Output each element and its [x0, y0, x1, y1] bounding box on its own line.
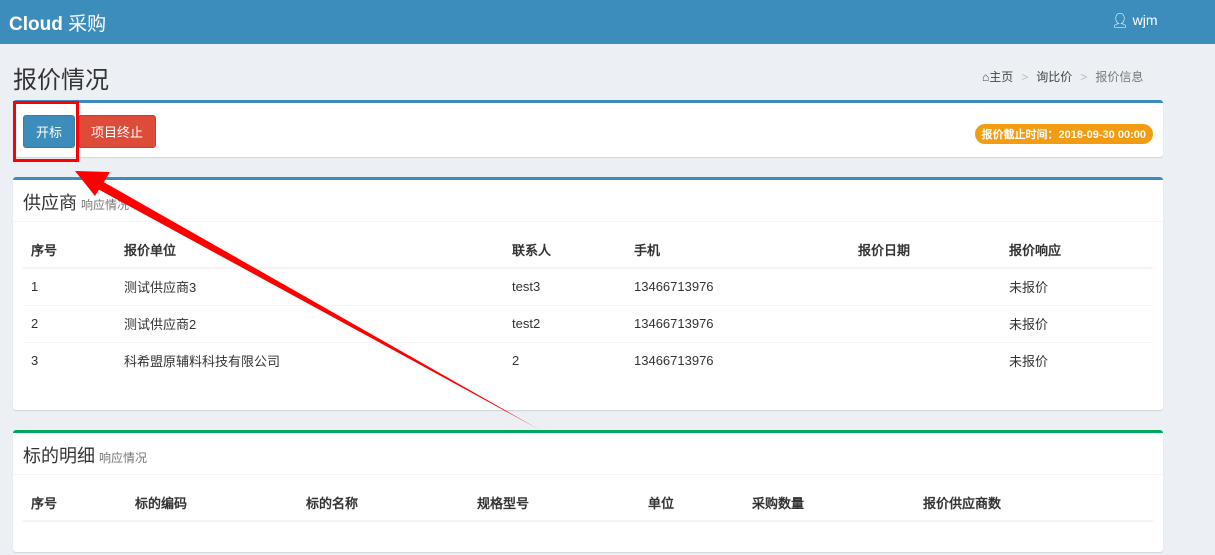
terminate-project-button[interactable]: 项目终止: [78, 115, 157, 148]
col-header: 报价单位: [116, 232, 504, 269]
breadcrumb-rfq[interactable]: 询比价: [1036, 70, 1073, 84]
open-bid-button[interactable]: 开标: [23, 115, 76, 148]
table-cell: [850, 304, 1001, 342]
col-header: 标的名称: [298, 485, 469, 522]
col-header: 标的编码: [127, 485, 298, 522]
breadcrumb-home[interactable]: 主页: [989, 70, 1014, 84]
table-cell: [850, 267, 1001, 305]
table-row: 3 科希盟原辅料科技有限公司 2 13466713976 未报价: [23, 341, 1153, 379]
table-cell: 1: [23, 267, 116, 305]
user-name: wjm: [1132, 12, 1158, 28]
brand-cn: 采购: [68, 14, 107, 35]
table-cell: test2: [504, 304, 626, 342]
table-cell: 未报价: [1001, 267, 1153, 305]
supplier-title: 供应商: [23, 193, 77, 213]
deadline-badge: 报价截止时间：2018-09-30 00:00: [974, 124, 1153, 144]
table-cell: 科希盟原辅料科技有限公司: [116, 341, 504, 379]
col-header: 报价供应商数: [915, 485, 1153, 522]
col-header: 序号: [23, 485, 127, 522]
col-header: 手机: [626, 232, 850, 269]
page-title: 报价情况: [13, 67, 109, 94]
table-cell: 13466713976: [626, 304, 850, 342]
table-cell: 13466713976: [626, 267, 850, 305]
col-header: 规格型号: [469, 485, 640, 522]
annotation-highlight-box: [13, 101, 79, 162]
breadcrumb-current: 报价信息: [1095, 70, 1144, 84]
table-cell: 未报价: [1001, 341, 1153, 379]
items-box: 标的明细 响应情况 序号 标的编码 标的名称 规格型号 单位 采购数量 报价供应商…: [13, 430, 1163, 552]
brand-text: Cloud: [9, 14, 63, 35]
table-cell: 2: [23, 304, 116, 342]
table-cell: 测试供应商3: [116, 267, 504, 305]
user-icon: 👤︎: [1111, 12, 1129, 28]
col-header: 序号: [23, 232, 116, 269]
col-header: 报价日期: [850, 232, 1001, 269]
supplier-subtitle: 响应情况: [81, 198, 130, 212]
action-box: 开标 项目终止 报价截止时间：2018-09-30 00:00: [13, 100, 1163, 157]
items-subtitle: 响应情况: [99, 451, 148, 465]
user-menu[interactable]: 👤︎ wjm: [1111, 12, 1158, 29]
table-cell: 13466713976: [626, 341, 850, 379]
col-header: 采购数量: [744, 485, 915, 522]
col-header: 报价响应: [1001, 232, 1153, 269]
brand-logo[interactable]: Cloud 采购: [9, 9, 106, 36]
supplier-table: 序号 报价单位 联系人 手机 报价日期 报价响应 1 测试供应商3 test3 134…: [23, 232, 1153, 379]
col-header: 联系人: [504, 232, 626, 269]
supplier-box: 供应商 响应情况 序号 报价单位 联系人 手机 报价日期 报价响应 1 测试供应商3…: [13, 177, 1163, 410]
breadcrumb: ⌂主页 > 询比价 > 报价信息: [982, 70, 1144, 84]
top-navbar: Cloud 采购 👤︎ wjm: [0, 0, 1215, 44]
table-cell: [850, 341, 1001, 379]
arrow-shaft: [96, 180, 540, 430]
table-cell: 3: [23, 341, 116, 379]
table-cell: 未报价: [1001, 304, 1153, 342]
table-cell: test3: [504, 267, 626, 305]
table-cell: 2: [504, 341, 626, 379]
items-title: 标的明细: [23, 446, 95, 466]
home-icon: ⌂: [982, 70, 990, 84]
table-row: 2 测试供应商2 test2 13466713976 未报价: [23, 304, 1153, 342]
table-cell: 测试供应商2: [116, 304, 504, 342]
arrow-head: [75, 171, 110, 196]
col-header: 单位: [640, 485, 744, 522]
supplier-box-header: 供应商 响应情况: [13, 180, 1163, 222]
items-table: 序号 标的编码 标的名称 规格型号 单位 采购数量 报价供应商数: [23, 485, 1153, 522]
items-box-header: 标的明细 响应情况: [13, 433, 1163, 475]
table-row: 1 测试供应商3 test3 13466713976 未报价: [23, 267, 1153, 305]
